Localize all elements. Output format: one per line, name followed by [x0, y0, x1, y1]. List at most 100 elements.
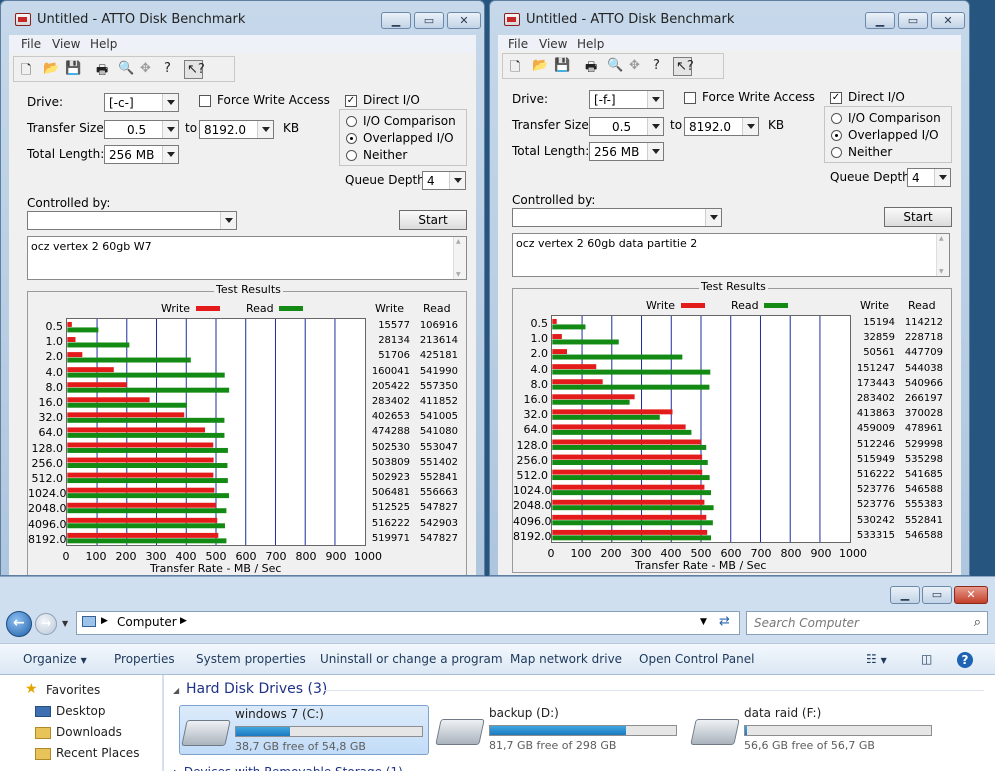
save-button[interactable]: 💾 [552, 57, 571, 76]
title-bar[interactable]: Untitled - ATTO Disk Benchmark ▁ ▭ ✕ [1, 1, 484, 35]
total-length-select[interactable]: 256 MB [589, 142, 664, 161]
print-button[interactable]: 🖶 [94, 60, 113, 79]
io-comparison-radio[interactable] [346, 116, 357, 127]
description-box[interactable]: ocz vertex 2 60gb data partitie 2 [512, 233, 950, 277]
menu-view[interactable]: View [539, 37, 568, 51]
preview-pane-button[interactable]: ◫ [921, 652, 932, 666]
menu-file[interactable]: File [21, 37, 42, 51]
context-help-button[interactable]: ↖? [184, 60, 205, 79]
menu-file[interactable]: File [508, 37, 529, 51]
drive-item[interactable]: data raid (F:) 56,6 GB free of 56,7 GB [689, 705, 939, 755]
arrow-left-icon: ← [13, 615, 25, 631]
maximize-button[interactable]: ▭ [922, 586, 952, 604]
read-value: 552841 [419, 472, 458, 483]
properties-button[interactable]: Properties [114, 652, 175, 666]
transfer-from-select[interactable]: 0.5 [104, 120, 179, 139]
transfer-to-select[interactable]: 8192.0 [199, 120, 274, 139]
print-button[interactable]: 🖶 [583, 57, 602, 76]
description-scrollbar[interactable] [453, 237, 466, 279]
close-icon: ✕ [459, 14, 469, 27]
neither-radio[interactable] [346, 150, 357, 161]
queue-depth-select[interactable]: 4 [422, 171, 466, 190]
force-write-checkbox[interactable] [199, 95, 211, 107]
controlled-by-select[interactable] [512, 208, 722, 227]
forward-button[interactable]: → [35, 613, 57, 635]
start-button[interactable]: Start [884, 207, 952, 227]
open-button[interactable]: 📂 [41, 60, 60, 79]
uninstall-program-button[interactable]: Uninstall or change a program [320, 652, 503, 666]
nav-desktop[interactable]: Desktop [56, 704, 106, 718]
open-button[interactable]: 📂 [530, 57, 549, 76]
drive-select[interactable]: [-f-] [589, 90, 664, 109]
direct-io-checkbox[interactable]: ✓ [345, 95, 357, 107]
title-bar[interactable]: Untitled - ATTO Disk Benchmark ▁ ▭ ✕ [490, 1, 969, 35]
queue-depth-select[interactable]: 4 [907, 168, 951, 187]
search-icon[interactable]: ⌕ [973, 615, 981, 630]
section-hard-disk-drives[interactable]: Hard Disk Drives (3) [186, 681, 328, 697]
new-button[interactable]: 🗋 [19, 60, 38, 79]
help-button[interactable]: ? [651, 57, 670, 76]
move-button[interactable]: ✥ [138, 60, 157, 79]
refresh-icon[interactable]: ⇄ [719, 614, 730, 629]
print-preview-button[interactable]: 🔍 [605, 57, 624, 76]
collapse-triangle-icon[interactable]: ◢ [173, 686, 180, 695]
description-scrollbar[interactable] [936, 234, 949, 276]
transfer-from-select[interactable]: 0.5 [589, 117, 664, 136]
context-help-button[interactable]: ↖? [673, 57, 694, 76]
nav-favorites[interactable]: Favorites [46, 683, 101, 697]
search-input[interactable]: Search Computer ⌕ [746, 611, 988, 635]
open-control-panel-button[interactable]: Open Control Panel [639, 652, 755, 666]
minimize-button[interactable]: ▁ [865, 12, 895, 29]
recent-pages-chevron-icon[interactable]: ▼ [62, 619, 69, 628]
neither-radio[interactable] [831, 147, 842, 158]
drive-item[interactable]: windows 7 (C:) 38,7 GB free of 54,8 GB [179, 705, 429, 755]
write-value: 402653 [371, 411, 410, 423]
close-button[interactable]: ✕ [931, 12, 965, 29]
nav-recent-places[interactable]: Recent Places [56, 746, 140, 760]
maximize-button[interactable]: ▭ [414, 12, 444, 29]
start-button[interactable]: Start [399, 210, 467, 230]
read-column-header: Read [908, 299, 936, 312]
help-button[interactable]: ? [957, 652, 973, 668]
address-bar[interactable]: ▶ Computer ▶ ▼ ⇄ [76, 611, 740, 635]
drive-select[interactable]: [-c-] [104, 93, 179, 112]
direct-io-checkbox[interactable]: ✓ [830, 92, 842, 104]
move-button[interactable]: ✥ [627, 57, 646, 76]
drive-item[interactable]: backup (D:) 81,7 GB free of 298 GB [434, 705, 684, 755]
write-value: 506481 [371, 487, 410, 499]
organize-menu[interactable]: Organize ▼ [23, 652, 87, 666]
overlapped-io-radio[interactable] [346, 133, 357, 144]
address-dropdown-icon[interactable]: ▼ [700, 617, 707, 627]
block-size-label: 1.0 [530, 332, 549, 346]
close-button[interactable]: ✕ [447, 12, 481, 29]
menu-view[interactable]: View [52, 37, 81, 51]
to-label: to [670, 118, 683, 132]
print-icon: 🖶 [585, 60, 598, 75]
back-button[interactable]: ← [6, 611, 32, 637]
map-network-drive-button[interactable]: Map network drive [510, 652, 623, 666]
write-bar [67, 442, 214, 448]
print-preview-button[interactable]: 🔍 [116, 60, 135, 79]
queue-depth-label: Queue Depth: [345, 173, 429, 187]
maximize-button[interactable]: ▭ [898, 12, 928, 29]
overlapped-io-radio[interactable] [831, 130, 842, 141]
minimize-button[interactable]: ▁ [381, 12, 411, 29]
menu-help[interactable]: Help [90, 37, 118, 51]
close-button[interactable]: ✕ [954, 586, 988, 604]
menu-help[interactable]: Help [577, 37, 605, 51]
total-length-select[interactable]: 256 MB [104, 145, 179, 164]
save-button[interactable]: 💾 [63, 60, 82, 79]
view-options-button[interactable]: ☷ ▼ [866, 652, 887, 666]
io-comparison-radio[interactable] [831, 113, 842, 124]
controlled-by-select[interactable] [27, 211, 237, 230]
minimize-button[interactable]: ▁ [890, 586, 920, 604]
nav-downloads[interactable]: Downloads [56, 725, 122, 739]
force-write-checkbox[interactable] [684, 92, 696, 104]
transfer-to-select[interactable]: 8192.0 [684, 117, 759, 136]
neither-label: Neither [848, 145, 893, 159]
description-box[interactable]: ocz vertex 2 60gb W7 [27, 236, 467, 280]
breadcrumb-computer[interactable]: Computer [117, 615, 177, 629]
new-button[interactable]: 🗋 [508, 57, 527, 76]
system-properties-button[interactable]: System properties [196, 652, 306, 666]
help-button[interactable]: ? [162, 60, 181, 79]
